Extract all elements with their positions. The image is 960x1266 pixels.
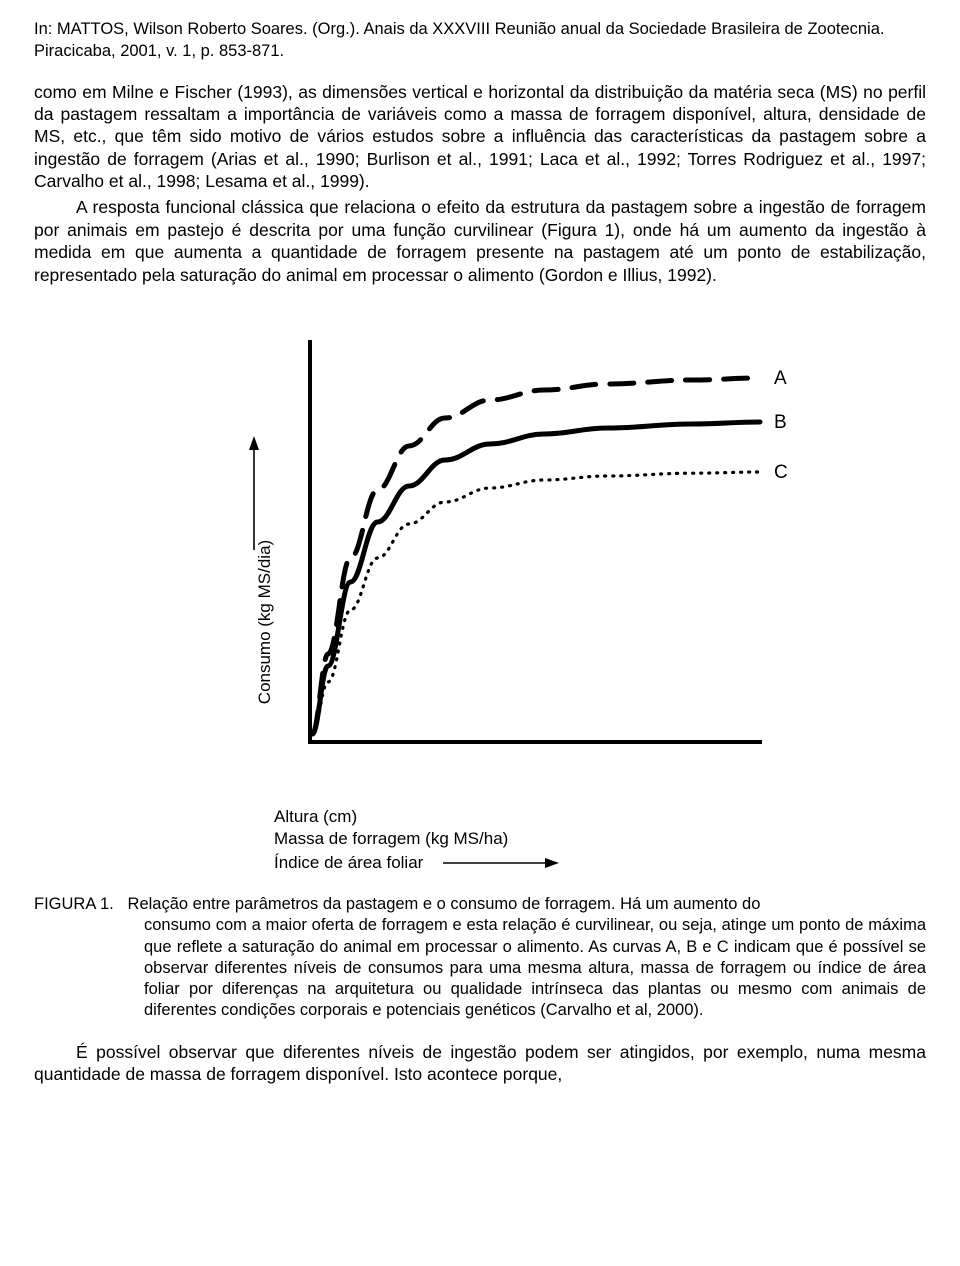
figure-1-caption-first-line: Relação entre parâmetros da pastagem e o… [128,895,761,913]
x-axis-label-1: Altura (cm) [274,806,926,828]
figure-1-caption-label: FIGURA 1. [34,895,114,913]
figure-1-wrap: Consumo (kg MS/dia) A B C [34,322,926,782]
x-axis-arrow-icon [441,856,561,870]
paragraph-3: É possível observar que diferentes nívei… [34,1041,926,1086]
curve-c [312,472,760,734]
x-axis-labels-block: Altura (cm) Massa de forragem (kg MS/ha)… [34,806,926,874]
paragraph-1: como em Milne e Fischer (1993), as dimen… [34,81,926,193]
page-header-citation: In: MATTOS, Wilson Roberto Soares. (Org.… [34,18,926,63]
curve-label-b: B [774,412,787,433]
x-axis-label-2: Massa de forragem (kg MS/ha) [274,828,926,850]
y-axis-label: Consumo (kg MS/dia) [255,540,274,704]
curve-label-c: C [774,462,788,483]
curve-label-a: A [774,368,787,389]
figure-1-caption: FIGURA 1. Relação entre parâmetros da pa… [34,894,926,1021]
curve-b [312,422,760,734]
curve-a [312,378,760,734]
x-axis-label-3: Índice de área foliar [274,852,423,874]
paragraph-2: A resposta funcional clássica que relaci… [34,196,926,286]
figure-1-caption-rest: consumo com a maior oferta de forragem e… [34,915,926,1021]
page-root: In: MATTOS, Wilson Roberto Soares. (Org.… [0,0,960,1114]
figure-1-chart: Consumo (kg MS/dia) A B C [160,322,800,782]
